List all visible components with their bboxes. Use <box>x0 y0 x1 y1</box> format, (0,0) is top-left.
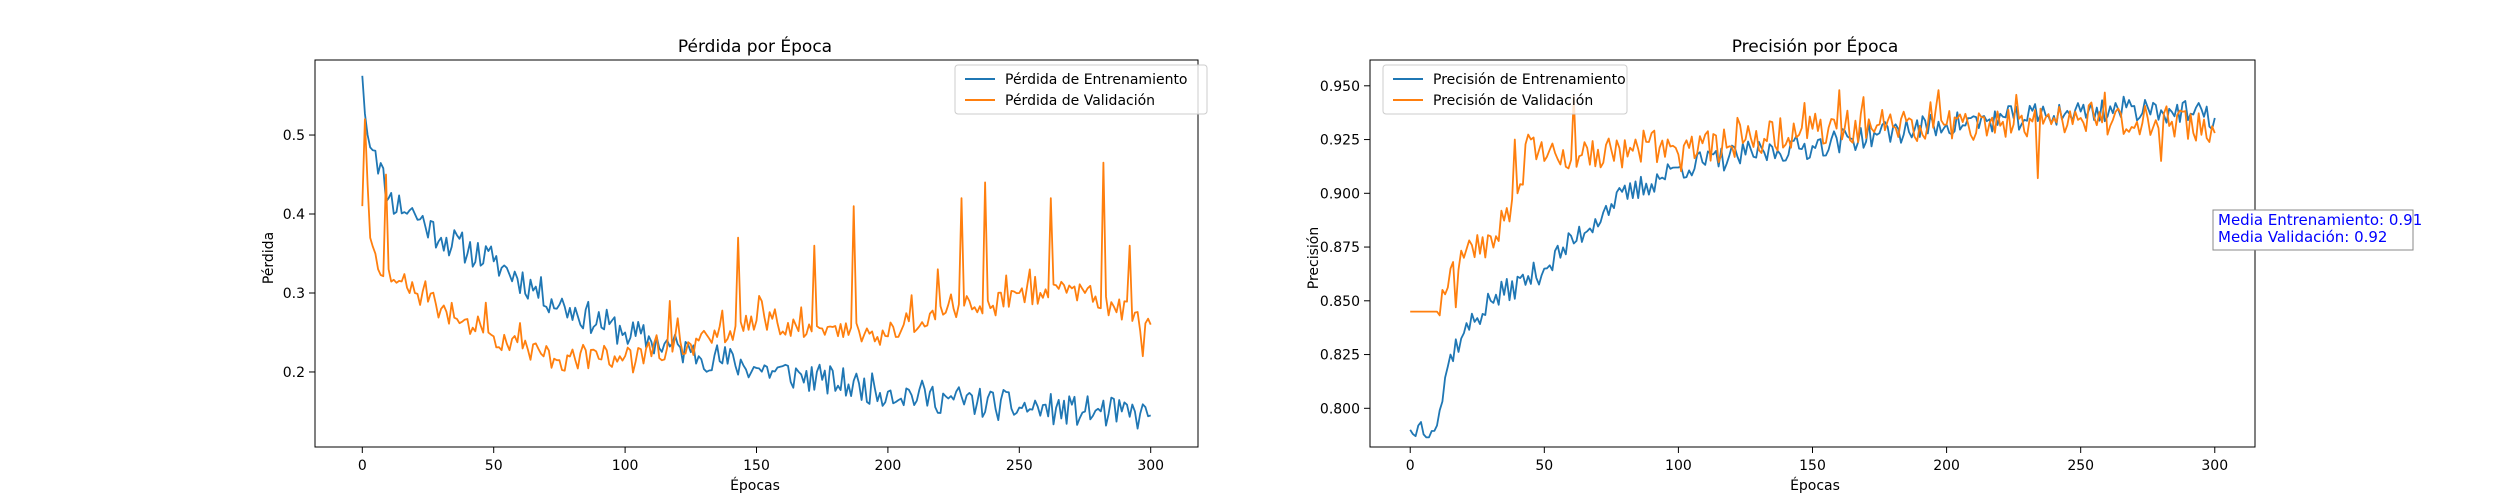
mean-validation-text: Media Validación: 0.92 <box>2218 228 2387 246</box>
loss-y-tick-label: 0.3 <box>283 286 305 302</box>
accuracy-y-tick-label: 0.800 <box>1320 401 1360 417</box>
loss-x-axis-label: Épocas <box>730 477 780 494</box>
accuracy-chart-title: Precisión por Época <box>1732 35 1899 57</box>
accuracy-y-tick-label: 0.825 <box>1320 348 1360 364</box>
loss-legend-label-training: Pérdida de Entrenamiento <box>1005 72 1188 88</box>
accuracy-plot-area: 0 50 100 150 200 250 300 0.800 0.825 0.850 0.875 0.… <box>1320 59 2256 474</box>
loss-x-tick-label: 300 <box>1137 458 1164 474</box>
loss-plot-area: 0 50 100 150 200 250 300 0.2 0.3 0.4 0.5 <box>283 59 1199 474</box>
accuracy-x-tick-label: 50 <box>1535 458 1553 474</box>
loss-x-tick-label: 250 <box>1006 458 1033 474</box>
accuracy-legend-label-validation: Precisión de Validación <box>1433 93 1593 109</box>
accuracy-y-tick-label: 0.900 <box>1320 186 1360 202</box>
mean-annotation: Media Entrenamiento: 0.91 Media Validaci… <box>2212 209 2422 251</box>
accuracy-y-tick-label: 0.925 <box>1320 133 1360 149</box>
accuracy-training-line <box>1409 95 2216 439</box>
mean-annotation-box <box>2212 209 2414 251</box>
loss-chart-title: Pérdida por Época <box>678 35 832 57</box>
loss-y-tick-label: 0.5 <box>283 128 305 144</box>
loss-y-tick-label: 0.2 <box>283 365 305 381</box>
loss-x-tick-label: 0 <box>358 458 367 474</box>
loss-axes-frame <box>314 59 1199 448</box>
loss-x-tick-label: 150 <box>743 458 770 474</box>
accuracy-x-tick-label: 100 <box>1665 458 1692 474</box>
accuracy-x-tick-label: 200 <box>1933 458 1960 474</box>
loss-training-line <box>361 75 1151 430</box>
accuracy-legend: Precisión de Entrenamiento Precisión de … <box>1382 64 1628 115</box>
loss-y-axis-label: Pérdida <box>261 232 277 284</box>
accuracy-y-tick-label: 0.850 <box>1320 294 1360 310</box>
loss-x-tick-label: 200 <box>875 458 902 474</box>
accuracy-y-axis-label: Precisión <box>1306 227 1322 289</box>
accuracy-x-axis-label: Épocas <box>1790 477 1840 494</box>
accuracy-legend-frame <box>1382 64 1628 115</box>
loss-legend: Pérdida de Entrenamiento Pérdida de Vali… <box>954 64 1208 115</box>
accuracy-x-tick-label: 0 <box>1406 458 1415 474</box>
accuracy-x-tick-label: 300 <box>2201 458 2228 474</box>
accuracy-y-tick-label: 0.875 <box>1320 240 1360 256</box>
accuracy-chart: Precisión por Época Épocas Precisión 0 50… <box>1306 35 2422 494</box>
accuracy-axes-frame <box>1369 59 2256 448</box>
loss-y-tick-label: 0.4 <box>283 207 305 223</box>
loss-x-tick-label: 100 <box>612 458 639 474</box>
accuracy-validation-line <box>1410 89 2216 317</box>
loss-chart: Pérdida por Época Épocas Pérdida 0 50 100 1… <box>261 35 1208 494</box>
loss-legend-label-validation: Pérdida de Validación <box>1005 93 1155 109</box>
accuracy-x-tick-label: 150 <box>1799 458 1826 474</box>
loss-validation-line <box>361 118 1152 374</box>
loss-legend-frame <box>954 64 1208 115</box>
loss-x-tick-label: 50 <box>485 458 503 474</box>
accuracy-y-tick-label: 0.950 <box>1320 79 1360 95</box>
mean-training-text: Media Entrenamiento: 0.91 <box>2218 211 2422 229</box>
accuracy-x-tick-label: 250 <box>2067 458 2094 474</box>
accuracy-legend-label-training: Precisión de Entrenamiento <box>1433 72 1626 88</box>
